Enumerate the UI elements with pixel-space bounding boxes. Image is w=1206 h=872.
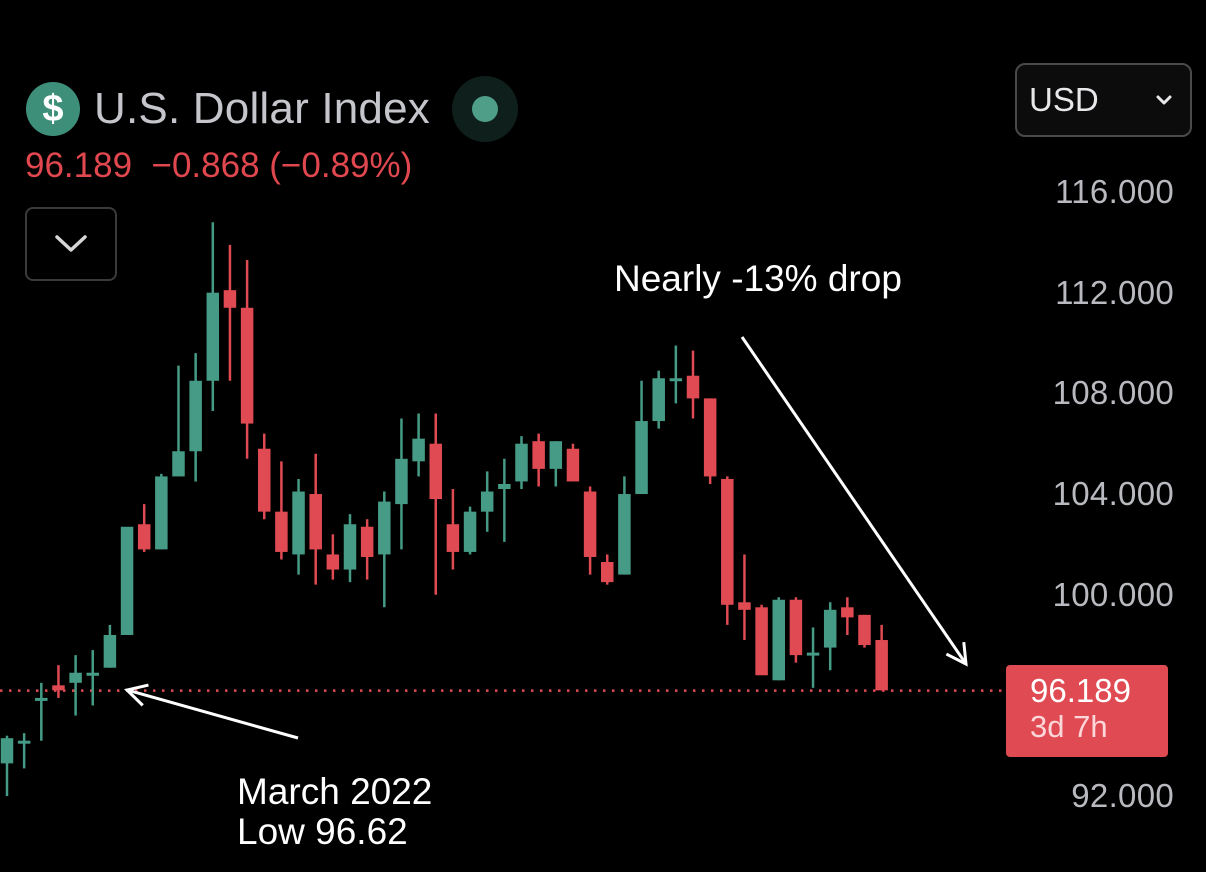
candle[interactable] (395, 418, 408, 550)
march-low-annotation-arrow-head-icon (123, 683, 149, 707)
collapse-legend-button[interactable] (25, 207, 117, 281)
candle[interactable] (703, 398, 717, 484)
candle[interactable] (223, 244, 237, 381)
last-price-tag: 96.189 3d 7h (1006, 665, 1168, 757)
price-change-percent: (−0.89%) (269, 146, 413, 185)
candle[interactable] (669, 345, 683, 404)
candle[interactable] (841, 597, 854, 635)
price-change: −0.868 (151, 146, 260, 185)
candle[interactable] (721, 476, 734, 625)
candle[interactable] (755, 604, 768, 676)
drop-annotation-arrow (740, 336, 968, 665)
candle[interactable] (635, 380, 648, 495)
march-low-annotation-arrow (126, 688, 299, 740)
candle[interactable] (155, 473, 168, 550)
candle[interactable] (343, 514, 357, 583)
price-axis-label: 100.000 (1052, 575, 1174, 613)
symbol-header: $ U.S. Dollar Index (26, 76, 518, 142)
march-low-annotation-line1: March 2022 (237, 771, 433, 812)
candle[interactable] (103, 624, 117, 668)
market-status-indicator[interactable] (451, 76, 518, 142)
candle[interactable] (515, 436, 528, 490)
candle[interactable] (875, 624, 888, 691)
price-axis-label: 116.000 (1055, 173, 1174, 210)
candle[interactable] (378, 491, 391, 608)
candle[interactable] (738, 554, 751, 641)
candle[interactable] (806, 627, 820, 688)
drop-annotation-arrow-head-icon (945, 641, 968, 667)
candle[interactable] (463, 506, 477, 555)
candle[interactable] (412, 413, 425, 477)
candle[interactable] (858, 614, 871, 648)
candle[interactable] (480, 471, 494, 532)
candle[interactable] (583, 486, 597, 575)
last-price-tag-value: 96.189 (1030, 672, 1131, 709)
candle[interactable] (549, 441, 563, 487)
candle[interactable] (326, 534, 340, 580)
candle[interactable] (0, 735, 14, 797)
candle[interactable] (652, 370, 665, 429)
candle[interactable] (823, 602, 837, 671)
candle[interactable] (789, 597, 803, 663)
candle[interactable] (601, 554, 614, 585)
candle[interactable] (429, 413, 443, 595)
candle[interactable] (240, 259, 254, 459)
candle[interactable] (309, 453, 322, 585)
candle[interactable] (360, 519, 374, 580)
candle[interactable] (137, 504, 151, 552)
market-status-dot-icon (471, 96, 498, 122)
price-axis-label: 92.000 (1071, 777, 1174, 815)
candle[interactable] (189, 353, 202, 482)
price-axis-label: 108.000 (1052, 374, 1174, 412)
candle[interactable] (52, 665, 65, 698)
price-axis-label: 104.000 (1052, 475, 1174, 513)
chevron-down-icon (1156, 95, 1172, 105)
dollar-sign-icon: $ (26, 82, 80, 136)
candle[interactable] (17, 733, 31, 769)
last-price: 96.189 (25, 146, 133, 185)
candle[interactable] (498, 458, 511, 542)
candle[interactable] (206, 222, 220, 411)
currency-selector[interactable]: USD (1015, 63, 1192, 137)
candle[interactable] (69, 655, 82, 716)
candle[interactable] (686, 350, 700, 419)
currency-value: USD (1029, 81, 1099, 118)
bar-countdown: 3d 7h (1030, 709, 1108, 744)
price-axis-label: 112.000 (1055, 273, 1174, 311)
candle[interactable] (258, 433, 271, 520)
candle[interactable] (292, 478, 305, 575)
candle[interactable] (618, 476, 631, 575)
march-low-annotation-line2: Low 96.62 (237, 811, 408, 852)
quote-line: 96.189 −0.868 (−0.89%) (25, 146, 412, 186)
candle[interactable] (532, 433, 545, 487)
candle[interactable] (275, 461, 288, 560)
candle[interactable] (566, 443, 580, 482)
symbol-title: U.S. Dollar Index (94, 84, 430, 133)
candle[interactable] (772, 597, 786, 681)
candle[interactable] (172, 365, 185, 477)
candle[interactable] (446, 489, 460, 570)
chevron-down-icon (55, 235, 87, 252)
candle[interactable] (86, 650, 100, 706)
candle[interactable] (35, 682, 48, 741)
candle[interactable] (120, 526, 134, 635)
drop-annotation-label: Nearly -13% drop (614, 258, 902, 299)
